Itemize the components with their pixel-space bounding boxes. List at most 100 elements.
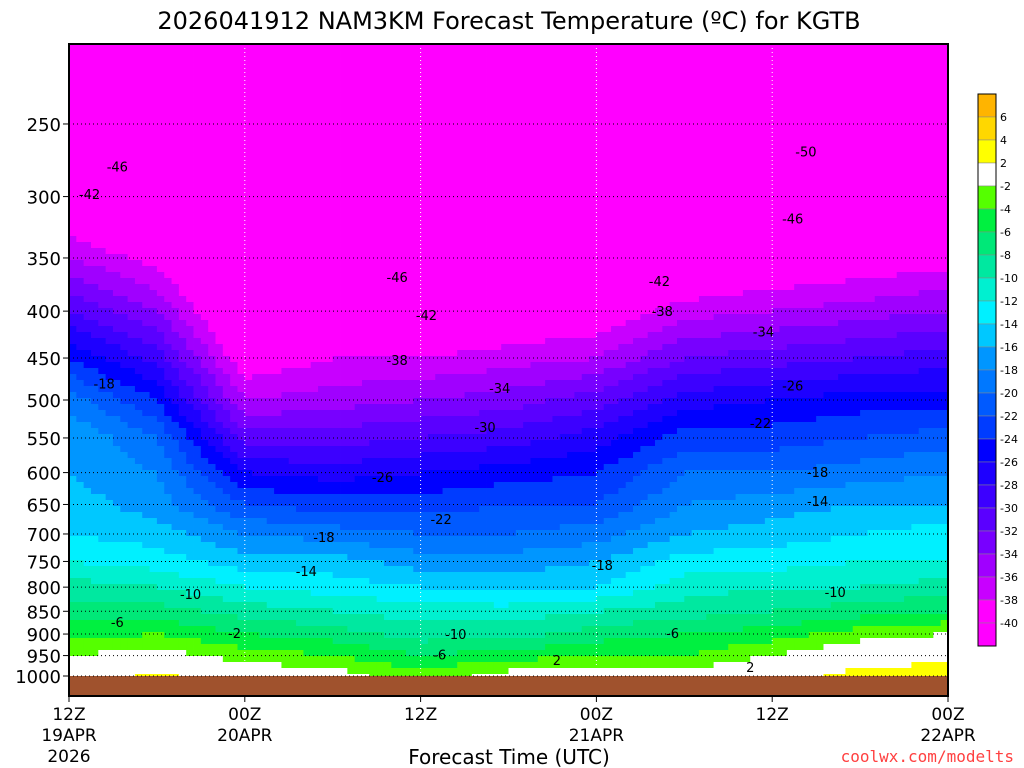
heatmap-cell xyxy=(596,62,605,69)
heatmap-cell xyxy=(530,200,539,207)
heatmap-cell xyxy=(142,206,150,213)
heatmap-cell xyxy=(493,74,502,81)
heatmap-cell xyxy=(816,242,824,249)
heatmap-cell xyxy=(794,74,802,81)
heatmap-cell xyxy=(735,74,744,81)
heatmap-cell xyxy=(545,188,553,195)
heatmap-cell xyxy=(332,158,341,165)
heatmap-cell xyxy=(589,92,597,99)
heatmap-cell xyxy=(537,266,546,273)
heatmap-cell xyxy=(90,86,99,93)
heatmap-cell xyxy=(171,164,180,171)
heatmap-cell xyxy=(405,152,414,159)
heatmap-cell xyxy=(926,224,934,231)
heatmap-cell xyxy=(633,62,641,69)
heatmap-cell xyxy=(786,62,795,69)
heatmap-cell xyxy=(537,134,546,141)
heatmap-cell xyxy=(845,80,854,87)
heatmap-cell xyxy=(178,278,187,285)
heatmap-cell xyxy=(640,212,649,219)
heatmap-cell xyxy=(640,278,649,285)
heatmap-cell xyxy=(391,86,400,93)
heatmap-cell xyxy=(655,86,663,93)
heatmap-cell xyxy=(83,218,92,225)
heatmap-cell xyxy=(193,62,202,69)
heatmap-cell xyxy=(405,260,414,267)
heatmap-cell xyxy=(559,176,568,183)
heatmap-cell xyxy=(200,176,209,183)
heatmap-cell xyxy=(713,104,722,111)
heatmap-cell xyxy=(332,80,341,87)
heatmap-cell xyxy=(398,236,407,243)
heatmap-cell xyxy=(933,146,942,153)
heatmap-cell xyxy=(772,146,780,153)
heatmap-cell xyxy=(611,272,619,279)
heatmap-cell xyxy=(208,152,216,159)
heatmap-cell xyxy=(281,86,290,93)
heatmap-cell xyxy=(713,170,722,177)
heatmap-cell xyxy=(501,152,509,159)
heatmap-cell xyxy=(904,92,912,99)
heatmap-cell xyxy=(926,176,934,183)
heatmap-cell xyxy=(940,110,949,117)
heatmap-cell xyxy=(772,164,780,171)
heatmap-cell xyxy=(574,284,583,291)
heatmap-cell xyxy=(581,236,590,243)
heatmap-cell xyxy=(83,104,92,111)
heatmap-cell xyxy=(252,134,260,141)
heatmap-cell xyxy=(735,44,744,51)
heatmap-cell xyxy=(479,104,487,111)
heatmap-cell xyxy=(845,206,854,213)
heatmap-cell xyxy=(186,290,194,297)
heatmap-cell xyxy=(625,230,634,237)
heatmap-cell xyxy=(486,74,495,81)
heatmap-cell xyxy=(611,92,619,99)
heatmap-cell xyxy=(933,242,942,249)
heatmap-cell xyxy=(318,146,326,153)
heatmap-cell xyxy=(479,212,487,219)
heatmap-cell xyxy=(142,74,150,81)
heatmap-cell xyxy=(830,176,839,183)
heatmap-cell xyxy=(149,224,158,231)
heatmap-cell xyxy=(347,170,356,177)
heatmap-cell xyxy=(164,170,172,177)
heatmap-cell xyxy=(757,56,766,63)
heatmap-cell xyxy=(611,104,619,111)
heatmap-cell xyxy=(559,98,568,105)
heatmap-cell xyxy=(611,206,619,213)
heatmap-cell xyxy=(698,50,707,57)
heatmap-cell xyxy=(691,104,700,111)
heatmap-cell xyxy=(838,242,846,249)
heatmap-cell xyxy=(816,74,824,81)
heatmap-cell xyxy=(362,68,370,75)
heatmap-cell xyxy=(713,242,722,249)
heatmap-cell xyxy=(215,110,224,117)
heatmap-cell xyxy=(318,278,326,285)
heatmap-cell xyxy=(127,290,136,297)
heatmap-cell xyxy=(120,260,129,267)
heatmap-cell xyxy=(215,92,224,99)
heatmap-cell xyxy=(222,236,231,243)
heatmap-cell xyxy=(186,248,194,255)
heatmap-cell xyxy=(530,272,539,279)
heatmap-cell xyxy=(464,170,473,177)
heatmap-cell xyxy=(259,164,268,171)
heatmap-cell xyxy=(449,254,458,261)
heatmap-cell xyxy=(926,50,934,57)
heatmap-cell xyxy=(720,284,729,291)
heatmap-cell xyxy=(764,218,773,225)
heatmap-cell xyxy=(603,68,612,75)
heatmap-cell xyxy=(427,182,436,189)
heatmap-cell xyxy=(669,278,678,285)
heatmap-cell xyxy=(471,68,480,75)
heatmap-cell xyxy=(713,68,722,75)
heatmap-cell xyxy=(76,62,85,69)
heatmap-cell xyxy=(230,200,238,207)
heatmap-cell xyxy=(288,92,297,99)
heatmap-cell xyxy=(691,110,700,117)
heatmap-cell xyxy=(493,134,502,141)
heatmap-cell xyxy=(259,122,268,129)
heatmap-cell xyxy=(383,62,392,69)
heatmap-cell xyxy=(362,248,370,255)
heatmap-cell xyxy=(427,284,436,291)
